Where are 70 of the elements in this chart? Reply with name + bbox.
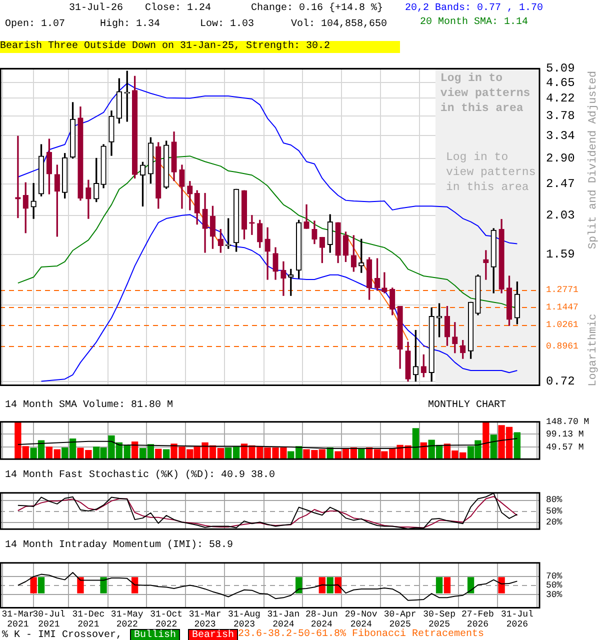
- text: Bearish: [188, 629, 238, 640]
- text: MONTHLY CHART: [428, 400, 506, 411]
- candlestick: [249, 215, 255, 235]
- x-tick-label: 29-Nov 2024: [344, 610, 378, 630]
- bar: [155, 448, 162, 460]
- bar: [412, 428, 420, 460]
- y-tick-label: 148.70 M: [546, 416, 590, 427]
- ref-line-label: 1.1447: [546, 302, 578, 312]
- text: 31-Jul-26: [69, 3, 124, 14]
- y-tick-label: 2.47: [546, 177, 575, 192]
- x-tick-label: 28-Jun 2024: [305, 610, 338, 630]
- band-label: Log in to view patterns in this area: [440, 72, 530, 115]
- x-tick-label: 31-Aug 2023: [228, 610, 260, 630]
- legend-title: % K - IMI Crossover,: [2, 630, 122, 640]
- text: 2.90: [546, 151, 575, 166]
- text: 23.6-38.2-50-61.8% Fibonacci Retracements: [238, 629, 484, 640]
- candlestick: [264, 227, 270, 280]
- bar: [514, 432, 521, 460]
- x-tick-label: 31-Mar 2021: [2, 610, 34, 630]
- x-tick-label: 31-Mar 2023: [188, 610, 222, 630]
- y-tick-label: 3.78: [546, 109, 575, 124]
- x-tick-label: 27-Feb 2026: [462, 610, 494, 630]
- y-tick-label: 20%: [546, 518, 563, 528]
- text: 20 Month SMA: 1.14: [420, 17, 528, 28]
- y-tick-label: 4.22: [546, 91, 575, 106]
- text: Bullish: [130, 629, 180, 640]
- text: Vol: 104,858,650: [291, 19, 388, 30]
- chart-title: 14 Month Intraday Momentum (IMI): 58.9: [5, 540, 234, 551]
- y-tick-label: 50%: [546, 580, 563, 591]
- x-tick-label: 30-Sep 2025: [423, 610, 456, 630]
- x-tick-label: 31-Jul 2026: [500, 610, 534, 630]
- text: Split and Dividend Adjusted: [588, 70, 600, 250]
- y-tick-label: 3.34: [546, 128, 575, 143]
- x-tick-label: 30-Apr 2025: [384, 610, 416, 630]
- y-tick-label: 49.57 M: [546, 442, 584, 452]
- x-tick-label: 31-Jan 2024: [267, 610, 300, 630]
- y-tick-label: 2.03: [546, 208, 575, 223]
- ref-line-label: 1.0261: [546, 320, 578, 330]
- text: High: 1.34: [100, 19, 160, 30]
- chart-title: 14 Month Fast Stochastic (%K) (%D): 40.9 38.0: [5, 470, 276, 481]
- text: Change: 0.16 {+14.8 %}: [251, 3, 384, 14]
- bar: [482, 421, 490, 460]
- annotation: Log in to view patterns in this area: [446, 150, 537, 195]
- text: Logarithmic: [588, 314, 600, 386]
- y-tick-label: 5.09: [546, 61, 575, 76]
- y-tick-label: 4.65: [546, 76, 575, 90]
- candlestick: [30, 182, 36, 219]
- x-tick-label: 31-Dec 2021: [72, 610, 105, 630]
- ref-line-label: 1.2771: [546, 284, 578, 295]
- candlestick: [382, 272, 388, 294]
- y-tick-label: 1.59: [546, 248, 575, 262]
- text: Low: 1.03: [200, 19, 254, 30]
- x-tick-label: 31-May 2022: [110, 610, 144, 630]
- y-tick-label: 80%: [546, 495, 563, 506]
- y-tick-label: 30%: [546, 590, 563, 600]
- y-tick-label: 99.13 M: [546, 430, 584, 440]
- text: Open: 1.07: [5, 19, 66, 30]
- candlestick: [280, 261, 286, 296]
- text: 14 Month SMA Volume: 81.80 M: [5, 400, 174, 411]
- x-tick-label: 31-Oct 2022: [150, 610, 183, 630]
- text: 0.72: [546, 374, 575, 388]
- y-tick-label: 50%: [546, 506, 563, 516]
- text: 20,2 Bands: 0.77 , 1.70: [405, 3, 544, 14]
- text: Close: 1.24: [145, 3, 212, 14]
- candlestick: [483, 250, 489, 280]
- text: Bearish Three Outside Down on 31-Jan-25, Strength: 30.2: [0, 41, 400, 53]
- x-tick-label: 30-Jul 2021: [32, 610, 66, 630]
- ref-line-label: 0.8961: [546, 342, 578, 352]
- bar: [490, 434, 497, 460]
- y-tick-label: 70%: [546, 572, 563, 582]
